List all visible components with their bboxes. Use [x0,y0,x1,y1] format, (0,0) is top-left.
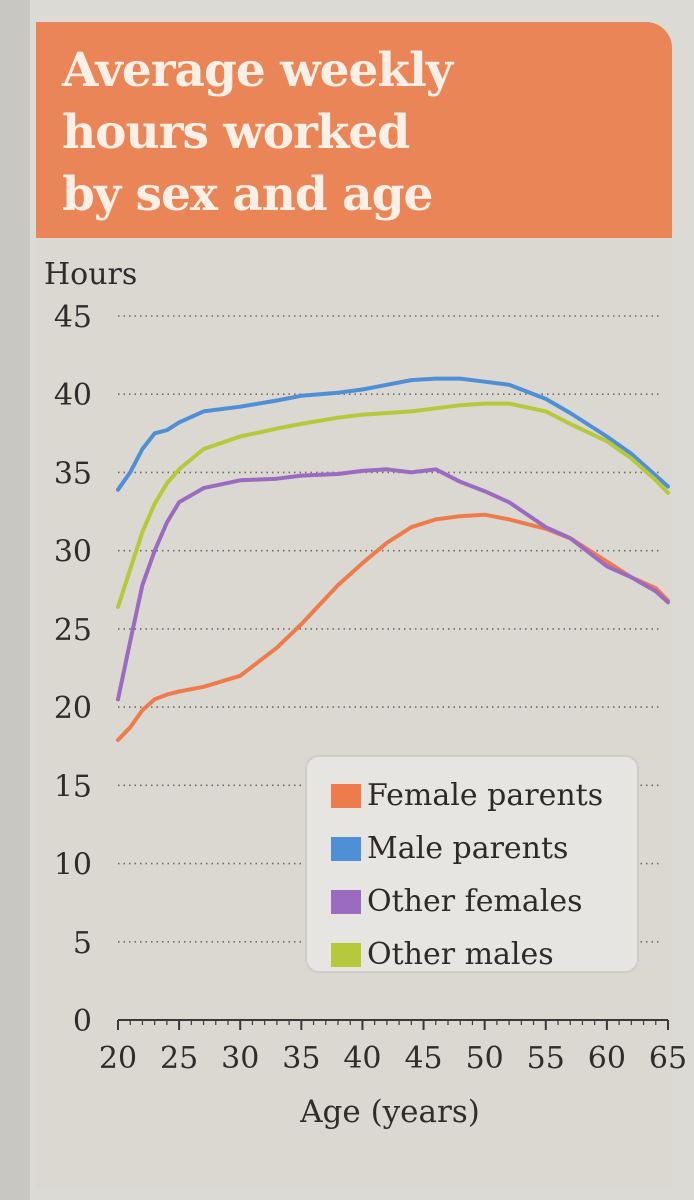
y-tick-label: 10 [54,848,92,883]
y-tick-label: 0 [73,1004,92,1039]
x-tick-label: 45 [404,1041,442,1076]
chart-title: Average weekly hours worked by sex and a… [62,40,622,226]
legend-label: Other males [367,937,554,972]
legend-label: Male parents [367,831,569,866]
legend-swatch [331,942,361,967]
legend-label: Other females [367,884,583,919]
y-tick-label: 40 [54,378,92,413]
y-tick-label: 35 [54,456,92,491]
x-tick-label: 50 [466,1041,504,1076]
x-tick-label: 60 [588,1041,626,1076]
x-tick-label: 25 [160,1041,198,1076]
legend-swatch [331,836,361,861]
series-line-male-parents [116,376,670,492]
y-tick-label: 15 [54,769,92,804]
legend-label: Female parents [367,778,604,813]
x-tick-label: 55 [527,1041,565,1076]
title-line-2: hours worked [62,105,410,160]
y-tick-label: 45 [54,300,92,335]
series-line-other-males [116,401,670,609]
title-banner [36,22,672,238]
x-tick-label: 30 [221,1041,259,1076]
x-tick-label: 40 [343,1041,381,1076]
y-tick-label: 30 [54,535,92,570]
series-line-other-females [116,467,670,702]
y-axis-title: Hours [44,257,137,292]
legend: Female parents Male parents Other female… [305,755,639,973]
legend-item-other-males: Other males [331,928,637,981]
y-tick-label: 25 [54,613,92,648]
legend-item-female-parents: Female parents [331,769,637,822]
x-tick-label: 35 [282,1041,320,1076]
title-line-1: Average weekly [62,43,453,98]
x-tick-label: 65 [649,1041,687,1076]
x-axis-title: Age (years) [299,1094,480,1130]
y-tick-label: 20 [54,691,92,726]
y-tick-label: 5 [73,926,92,961]
legend-item-other-females: Other females [331,875,637,928]
legend-swatch [331,783,361,808]
legend-item-male-parents: Male parents [331,822,637,875]
legend-swatch [331,889,361,914]
x-tick-label: 20 [99,1041,137,1076]
title-line-3: by sex and age [62,167,433,222]
